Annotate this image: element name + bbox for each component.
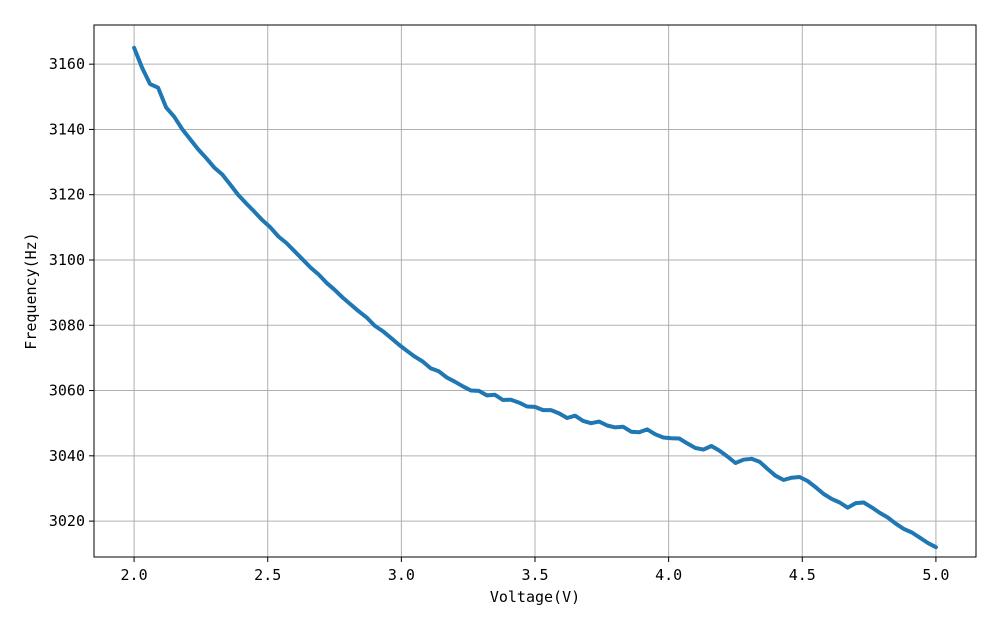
x-tick-label: 2.5 (254, 566, 281, 584)
series-line (132, 45, 938, 550)
y-axis: 3020 3040 3060 3080 3100 3120 3140 3160 (49, 55, 94, 530)
y-tick-label: 3140 (49, 120, 85, 138)
y-tick-label: 3060 (49, 382, 85, 400)
x-tick-label: 2.0 (121, 566, 148, 584)
y-axis-label: Frequency(Hz) (22, 232, 40, 349)
x-tick-label: 4.0 (655, 566, 682, 584)
y-tick-label: 3040 (49, 447, 85, 465)
x-axis: 2.0 2.5 3.0 3.5 4.0 4.5 5.0 (121, 557, 949, 584)
y-tick-label: 3100 (49, 251, 85, 269)
x-tick-label: 5.0 (922, 566, 949, 584)
x-tick-label: 3.0 (388, 566, 415, 584)
y-tick-label: 3160 (49, 55, 85, 73)
x-tick-label: 3.5 (521, 566, 548, 584)
x-axis-label: Voltage(V) (490, 588, 580, 606)
x-tick-label: 4.5 (789, 566, 816, 584)
series-group (132, 45, 938, 550)
y-tick-label: 3120 (49, 186, 85, 204)
y-tick-label: 3020 (49, 512, 85, 530)
grid (94, 25, 976, 557)
y-tick-label: 3080 (49, 316, 85, 334)
